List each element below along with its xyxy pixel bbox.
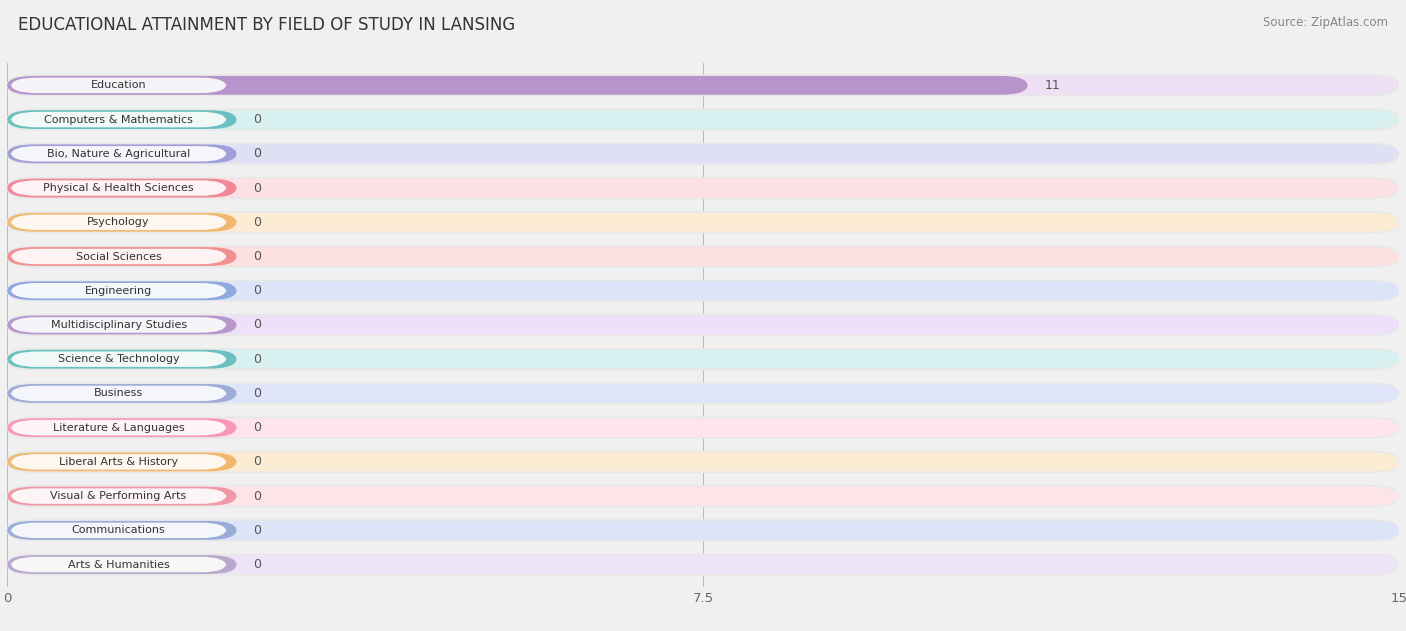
FancyBboxPatch shape [7, 76, 1399, 95]
FancyBboxPatch shape [7, 452, 236, 471]
Text: 0: 0 [253, 113, 262, 126]
FancyBboxPatch shape [11, 488, 226, 504]
Text: Computers & Mathematics: Computers & Mathematics [44, 115, 193, 124]
Text: Science & Technology: Science & Technology [58, 354, 180, 364]
Text: 0: 0 [253, 456, 262, 468]
Text: 0: 0 [253, 353, 262, 366]
FancyBboxPatch shape [7, 521, 236, 540]
FancyBboxPatch shape [7, 519, 1399, 541]
Text: 0: 0 [253, 558, 262, 571]
Text: Source: ZipAtlas.com: Source: ZipAtlas.com [1263, 16, 1388, 29]
Text: 0: 0 [253, 147, 262, 160]
FancyBboxPatch shape [7, 384, 236, 403]
FancyBboxPatch shape [11, 112, 226, 127]
FancyBboxPatch shape [7, 247, 1399, 266]
FancyBboxPatch shape [7, 245, 1399, 268]
FancyBboxPatch shape [7, 452, 1399, 471]
FancyBboxPatch shape [7, 144, 236, 163]
Text: Psychology: Psychology [87, 217, 150, 227]
FancyBboxPatch shape [7, 382, 1399, 404]
Text: Multidisciplinary Studies: Multidisciplinary Studies [51, 320, 187, 330]
FancyBboxPatch shape [7, 109, 1399, 131]
FancyBboxPatch shape [7, 213, 1399, 232]
FancyBboxPatch shape [11, 522, 226, 538]
FancyBboxPatch shape [7, 74, 1399, 97]
FancyBboxPatch shape [7, 280, 1399, 302]
Text: 11: 11 [1045, 79, 1060, 92]
FancyBboxPatch shape [7, 179, 236, 198]
FancyBboxPatch shape [7, 487, 1399, 505]
FancyBboxPatch shape [7, 110, 236, 129]
Text: 0: 0 [253, 182, 262, 194]
FancyBboxPatch shape [7, 485, 1399, 507]
FancyBboxPatch shape [7, 316, 1399, 334]
FancyBboxPatch shape [7, 555, 1399, 574]
Text: Bio, Nature & Agricultural: Bio, Nature & Agricultural [46, 149, 190, 159]
Text: Education: Education [91, 80, 146, 90]
Text: EDUCATIONAL ATTAINMENT BY FIELD OF STUDY IN LANSING: EDUCATIONAL ATTAINMENT BY FIELD OF STUDY… [18, 16, 516, 34]
FancyBboxPatch shape [7, 144, 1399, 163]
FancyBboxPatch shape [7, 110, 1399, 129]
FancyBboxPatch shape [7, 179, 1399, 198]
FancyBboxPatch shape [7, 76, 1028, 95]
Text: 0: 0 [253, 421, 262, 434]
FancyBboxPatch shape [7, 418, 1399, 437]
FancyBboxPatch shape [7, 350, 236, 369]
Text: Visual & Performing Arts: Visual & Performing Arts [51, 491, 187, 501]
FancyBboxPatch shape [7, 213, 236, 232]
FancyBboxPatch shape [7, 451, 1399, 473]
FancyBboxPatch shape [11, 78, 226, 93]
Text: 0: 0 [253, 250, 262, 263]
FancyBboxPatch shape [11, 249, 226, 264]
Text: 0: 0 [253, 216, 262, 229]
FancyBboxPatch shape [7, 553, 1399, 575]
FancyBboxPatch shape [7, 247, 236, 266]
FancyBboxPatch shape [7, 555, 236, 574]
FancyBboxPatch shape [7, 384, 1399, 403]
FancyBboxPatch shape [7, 177, 1399, 199]
Text: 0: 0 [253, 387, 262, 400]
Text: Business: Business [94, 389, 143, 398]
FancyBboxPatch shape [11, 180, 226, 196]
FancyBboxPatch shape [7, 350, 1399, 369]
Text: 0: 0 [253, 490, 262, 503]
FancyBboxPatch shape [7, 314, 1399, 336]
Text: 0: 0 [253, 284, 262, 297]
FancyBboxPatch shape [11, 420, 226, 435]
FancyBboxPatch shape [7, 281, 1399, 300]
FancyBboxPatch shape [7, 143, 1399, 165]
FancyBboxPatch shape [11, 351, 226, 367]
Text: Literature & Languages: Literature & Languages [53, 423, 184, 433]
Text: 0: 0 [253, 524, 262, 537]
FancyBboxPatch shape [11, 146, 226, 162]
FancyBboxPatch shape [7, 316, 236, 334]
FancyBboxPatch shape [7, 281, 236, 300]
Text: Liberal Arts & History: Liberal Arts & History [59, 457, 179, 467]
FancyBboxPatch shape [7, 521, 1399, 540]
FancyBboxPatch shape [7, 487, 236, 505]
FancyBboxPatch shape [7, 348, 1399, 370]
Text: Social Sciences: Social Sciences [76, 252, 162, 261]
FancyBboxPatch shape [11, 215, 226, 230]
FancyBboxPatch shape [11, 557, 226, 572]
FancyBboxPatch shape [11, 386, 226, 401]
Text: Communications: Communications [72, 526, 166, 535]
FancyBboxPatch shape [7, 416, 1399, 439]
FancyBboxPatch shape [11, 317, 226, 333]
Text: Engineering: Engineering [84, 286, 152, 296]
Text: 0: 0 [253, 319, 262, 331]
FancyBboxPatch shape [7, 418, 236, 437]
Text: Arts & Humanities: Arts & Humanities [67, 560, 170, 570]
FancyBboxPatch shape [11, 283, 226, 298]
FancyBboxPatch shape [11, 454, 226, 469]
Text: Physical & Health Sciences: Physical & Health Sciences [44, 183, 194, 193]
FancyBboxPatch shape [7, 211, 1399, 233]
